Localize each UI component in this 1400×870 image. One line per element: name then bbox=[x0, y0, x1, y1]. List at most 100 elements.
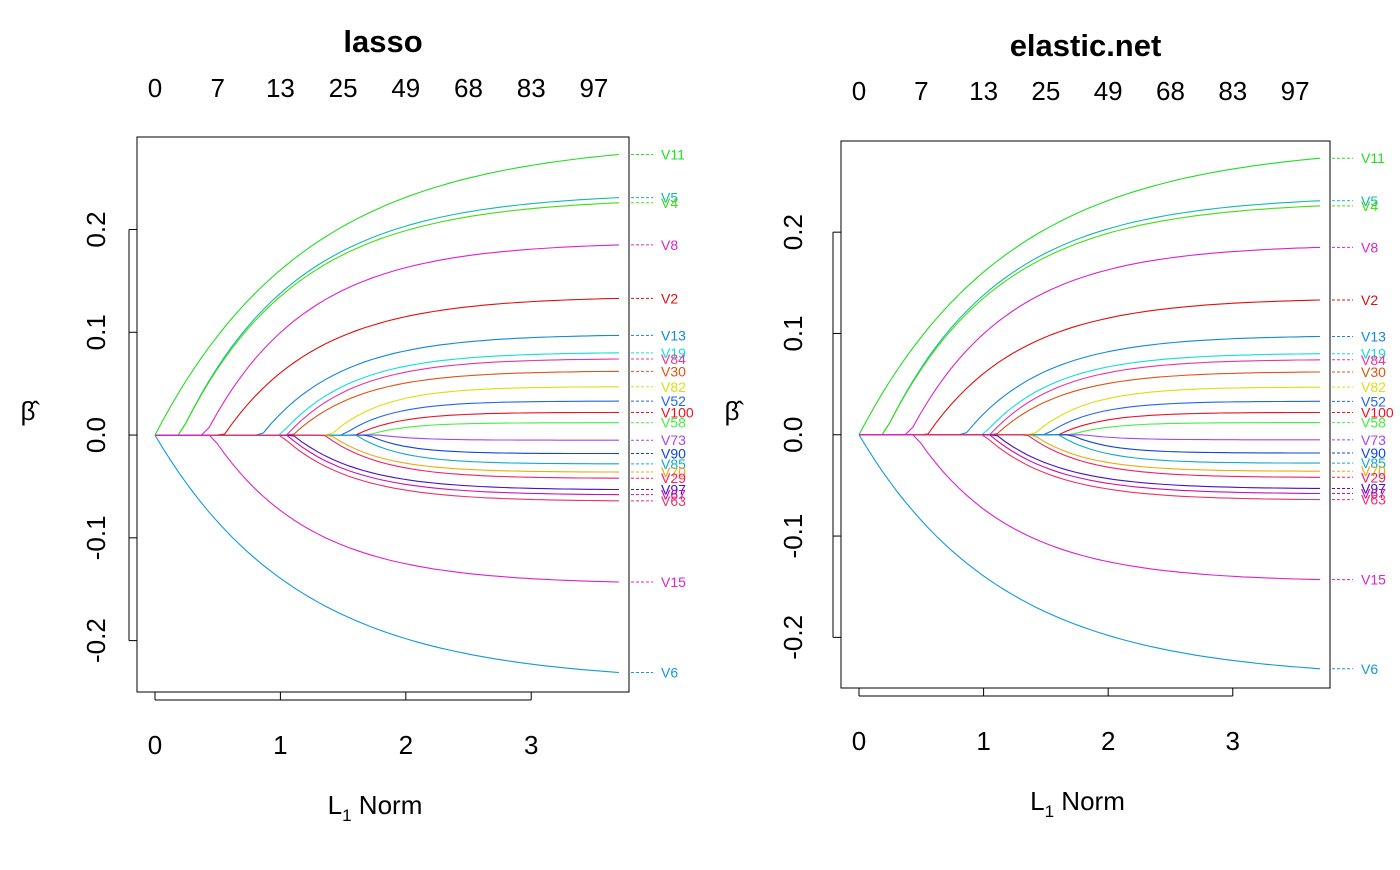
series-label-v13: V13 bbox=[661, 327, 686, 343]
series-label-v70: V70 bbox=[1361, 463, 1386, 479]
x-tick-label: 1 bbox=[976, 726, 990, 756]
series-line-v63 bbox=[155, 434, 619, 502]
series-line-v5 bbox=[155, 197, 620, 436]
x-tick-label: 3 bbox=[524, 730, 538, 760]
series-label-v29: V29 bbox=[1361, 469, 1386, 485]
series-label-v4: V4 bbox=[1361, 198, 1378, 214]
series-line-v90 bbox=[859, 434, 1320, 454]
series-label-v100: V100 bbox=[1361, 404, 1394, 420]
series-line-v6 bbox=[858, 434, 1321, 670]
x-axis-label: L1 Norm bbox=[328, 790, 423, 825]
series-label-v52: V52 bbox=[1361, 393, 1386, 409]
series-label-v4: V4 bbox=[661, 195, 678, 211]
series-line-v2 bbox=[859, 299, 1321, 436]
series-line-v73 bbox=[155, 434, 619, 441]
panel-1: elastic.net 0 7 13 25 49 68 83 97 0 1 2 3 -0.2 -0.1 0.0… bbox=[725, 28, 1394, 821]
series-label-v84: V84 bbox=[661, 351, 686, 367]
series-line-v73 bbox=[859, 434, 1320, 441]
top-tick-label: 97 bbox=[579, 73, 608, 103]
series-label-v2: V2 bbox=[1361, 292, 1378, 308]
series-label-v70: V70 bbox=[661, 464, 686, 480]
y-tick-label: 0.1 bbox=[81, 314, 111, 350]
y-tick-label: -0.1 bbox=[778, 514, 808, 559]
series-label-v8: V8 bbox=[661, 237, 678, 253]
series-line-v8 bbox=[859, 246, 1321, 436]
series-label-v82: V82 bbox=[1361, 379, 1386, 395]
series-label-v84: V84 bbox=[1361, 352, 1386, 368]
top-tick-label: 83 bbox=[517, 73, 546, 103]
series-label-v6: V6 bbox=[1361, 661, 1378, 677]
x-tick-label: 2 bbox=[399, 730, 413, 760]
series-label-v73: V73 bbox=[661, 432, 686, 448]
top-tick-label: 83 bbox=[1218, 76, 1247, 106]
series-label-v2: V2 bbox=[661, 290, 678, 306]
y-tick-label: -0.2 bbox=[81, 618, 111, 663]
series-label-v97: V97 bbox=[1361, 480, 1386, 496]
series-label-v85: V85 bbox=[661, 456, 686, 472]
x-tick-label: 3 bbox=[1226, 726, 1240, 756]
y-axis-label: β̂ bbox=[725, 396, 745, 426]
y-tick-label: -0.2 bbox=[778, 615, 808, 660]
series-label-v5: V5 bbox=[1361, 193, 1378, 209]
series-label-v90: V90 bbox=[661, 446, 686, 462]
series-label-v11: V11 bbox=[661, 146, 685, 162]
series-label-v29: V29 bbox=[661, 470, 686, 486]
top-tick-label: 13 bbox=[969, 76, 998, 106]
series-label-v52: V52 bbox=[661, 393, 686, 409]
top-tick-label: 7 bbox=[914, 76, 928, 106]
series-label-v19: V19 bbox=[1361, 346, 1386, 362]
chart-title: lasso bbox=[343, 24, 422, 59]
series-label-v30: V30 bbox=[1361, 364, 1386, 380]
series-label-v85: V85 bbox=[1361, 455, 1386, 471]
y-tick-label: 0.0 bbox=[778, 417, 808, 453]
series-label-v6: V6 bbox=[661, 664, 678, 680]
top-tick-label: 49 bbox=[1094, 76, 1123, 106]
series-label-v100: V100 bbox=[661, 404, 694, 420]
series-label-v90: V90 bbox=[1361, 445, 1386, 461]
series-label-v15: V15 bbox=[1361, 572, 1386, 588]
top-tick-label: 25 bbox=[329, 73, 358, 103]
series-line-v100 bbox=[859, 411, 1320, 436]
series-label-v58: V58 bbox=[1361, 415, 1386, 431]
y-axis-label: β̂ bbox=[21, 396, 41, 426]
top-tick-label: 49 bbox=[391, 73, 420, 103]
series-line-v15 bbox=[155, 434, 620, 583]
series-label-v73: V73 bbox=[1361, 432, 1386, 448]
plot-frame bbox=[136, 136, 630, 693]
series-label-v63: V63 bbox=[661, 493, 686, 509]
series-line-v4 bbox=[859, 205, 1321, 436]
series-line-v82 bbox=[859, 386, 1320, 436]
series-line-v13 bbox=[155, 334, 620, 436]
series-line-v15 bbox=[859, 434, 1321, 581]
x-tick-label: 2 bbox=[1101, 726, 1115, 756]
top-tick-label: 0 bbox=[852, 76, 866, 106]
series-line-v2 bbox=[155, 297, 620, 436]
y-tick-label: -0.1 bbox=[81, 515, 111, 560]
y-tick-label: 0.0 bbox=[81, 417, 111, 453]
series-line-v100 bbox=[155, 411, 620, 436]
series-line-v11 bbox=[858, 157, 1321, 436]
top-tick-label: 68 bbox=[454, 73, 483, 103]
top-tick-label: 68 bbox=[1156, 76, 1185, 106]
top-tick-label: 25 bbox=[1031, 76, 1060, 106]
panel-0: lasso 0 7 13 25 49 68 83 97 0 1 2 3 -0.2 -0.1 0.0 0.1 0.2… bbox=[21, 24, 694, 825]
series-label-v11: V11 bbox=[1361, 150, 1385, 166]
series-label-v58: V58 bbox=[661, 415, 686, 431]
x-tick-label: 0 bbox=[852, 726, 866, 756]
series-line-v4 bbox=[155, 202, 620, 436]
series-label-v67: V67 bbox=[661, 487, 686, 503]
series-label-v13: V13 bbox=[1361, 329, 1386, 345]
x-tick-label: 1 bbox=[273, 730, 287, 760]
series-label-v67: V67 bbox=[1361, 486, 1386, 502]
series-label-v97: V97 bbox=[661, 482, 686, 498]
top-tick-label: 0 bbox=[148, 73, 162, 103]
x-axis-label: L1 Norm bbox=[1030, 786, 1125, 821]
top-tick-label: 7 bbox=[210, 73, 224, 103]
series-label-v82: V82 bbox=[661, 379, 686, 395]
series-label-v30: V30 bbox=[661, 363, 686, 379]
series-line-v63 bbox=[859, 434, 1321, 501]
series-line-v8 bbox=[155, 244, 620, 436]
series-line-v11 bbox=[154, 153, 620, 436]
